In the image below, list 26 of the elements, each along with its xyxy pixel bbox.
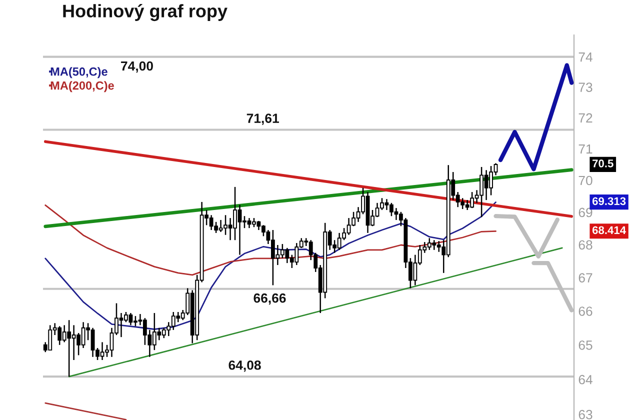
line-series bbox=[494, 214, 560, 259]
y-tick-label: 67 bbox=[578, 273, 592, 282]
text: 68.414 bbox=[592, 226, 626, 234]
y-tick-label: 73 bbox=[578, 82, 592, 92]
text: 70.5 bbox=[592, 160, 614, 168]
y-tick-label: 66 bbox=[578, 306, 592, 316]
ref-line-label: 74,00 bbox=[121, 61, 153, 73]
ref-line-label: 64,08 bbox=[228, 360, 261, 372]
y-tick-label: 64 bbox=[578, 374, 592, 384]
line-series bbox=[44, 201, 496, 330]
y-tick-label: 71 bbox=[578, 144, 592, 154]
ref-line-label: 66,66 bbox=[254, 293, 286, 305]
line-series bbox=[44, 204, 496, 276]
y-tick-label: 63 bbox=[578, 410, 592, 420]
legend-label: MA(200,C)e bbox=[50, 81, 114, 92]
chart-title: Hodinový graf ropy bbox=[63, 4, 228, 22]
legend-label: MA(50,C)e bbox=[50, 67, 108, 78]
y-tick-label: 72 bbox=[578, 113, 592, 122]
y-tick-label: 74 bbox=[578, 52, 592, 62]
ref-line-label: 71,61 bbox=[246, 114, 279, 125]
text: 69.313 bbox=[592, 197, 626, 206]
y-tick-label: 69 bbox=[578, 208, 592, 218]
line-series bbox=[498, 63, 574, 172]
y-tick-label: 65 bbox=[578, 340, 592, 350]
y-tick-label: 68 bbox=[578, 240, 592, 250]
y-tick-label: 70 bbox=[578, 176, 592, 186]
